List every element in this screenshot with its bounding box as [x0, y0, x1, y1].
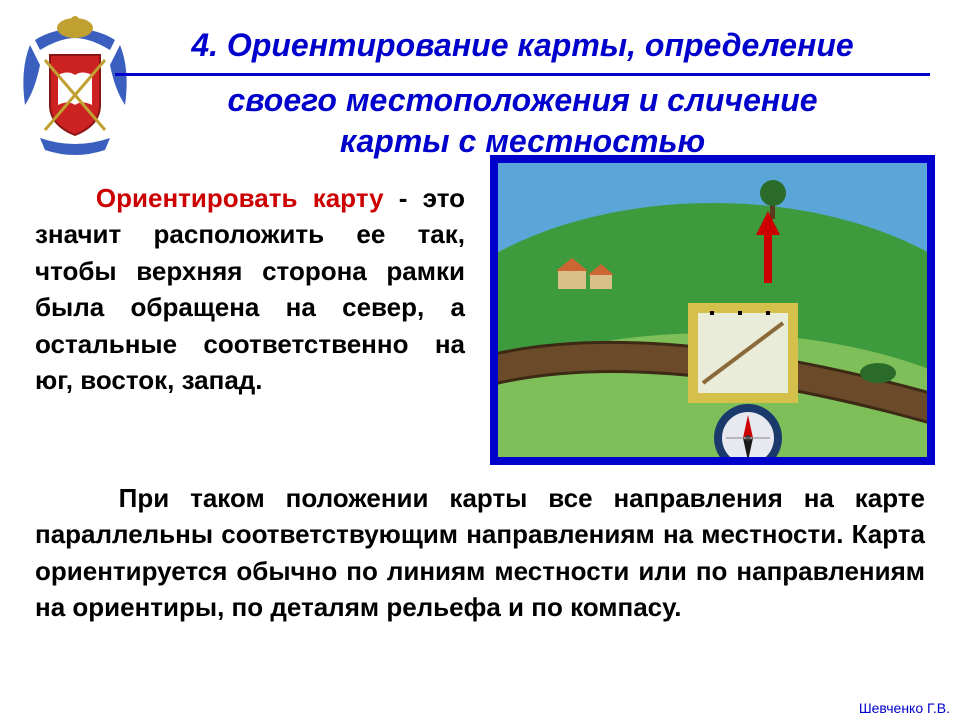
explanation-paragraph: При таком положении карты все направлени…: [35, 480, 925, 626]
paragraph-bottom: При таком положении карты все направлени…: [35, 480, 925, 626]
title-line-2: своего местоположения и сличение: [115, 80, 930, 122]
slide-title: 4. Ориентирование карты, определение сво…: [115, 25, 930, 163]
title-underline: [115, 73, 930, 76]
definition-paragraph: Ориентировать карту - это значит располо…: [35, 180, 465, 398]
terrain-illustration: [490, 155, 935, 465]
author-credit: Шевченко Г.В.: [859, 700, 950, 716]
explanation-text: При таком положении карты все направлени…: [35, 483, 925, 622]
paragraph-top: Ориентировать карту - это значит располо…: [35, 180, 465, 398]
title-line-1: 4. Ориентирование карты, определение: [115, 25, 930, 67]
definition-text: - это значит расположить ее так, чтобы в…: [35, 183, 465, 395]
term-highlight: Ориентировать карту: [96, 183, 384, 213]
